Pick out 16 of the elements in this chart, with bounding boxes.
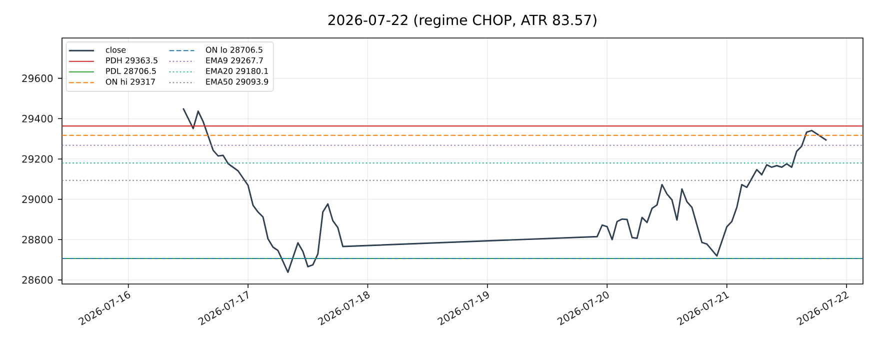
legend-label: EMA20 29180.1 — [206, 68, 268, 74]
legend-label: close — [106, 46, 126, 53]
legend-label: ON lo 28706.5 — [206, 46, 262, 53]
legend-label: ON hi 29317 — [106, 78, 155, 85]
legend-label: EMA9 29267.7 — [206, 57, 263, 64]
y-tick-label: 29600 — [22, 74, 53, 82]
legend-label: PDL 28706.5 — [106, 68, 156, 74]
y-tick-label: 28800 — [22, 236, 53, 244]
y-tick-label: 28600 — [22, 276, 53, 284]
legend-label: PDH 29363.5 — [106, 57, 158, 64]
y-tick-label: 29200 — [22, 155, 53, 163]
legend-label: EMA50 29093.9 — [206, 78, 268, 85]
chart-title: 2026-07-22 (regime CHOP, ATR 83.57) — [328, 14, 596, 28]
y-tick-label: 29000 — [22, 196, 53, 204]
line-series — [182, 108, 828, 274]
y-tick-label: 29400 — [22, 114, 53, 122]
